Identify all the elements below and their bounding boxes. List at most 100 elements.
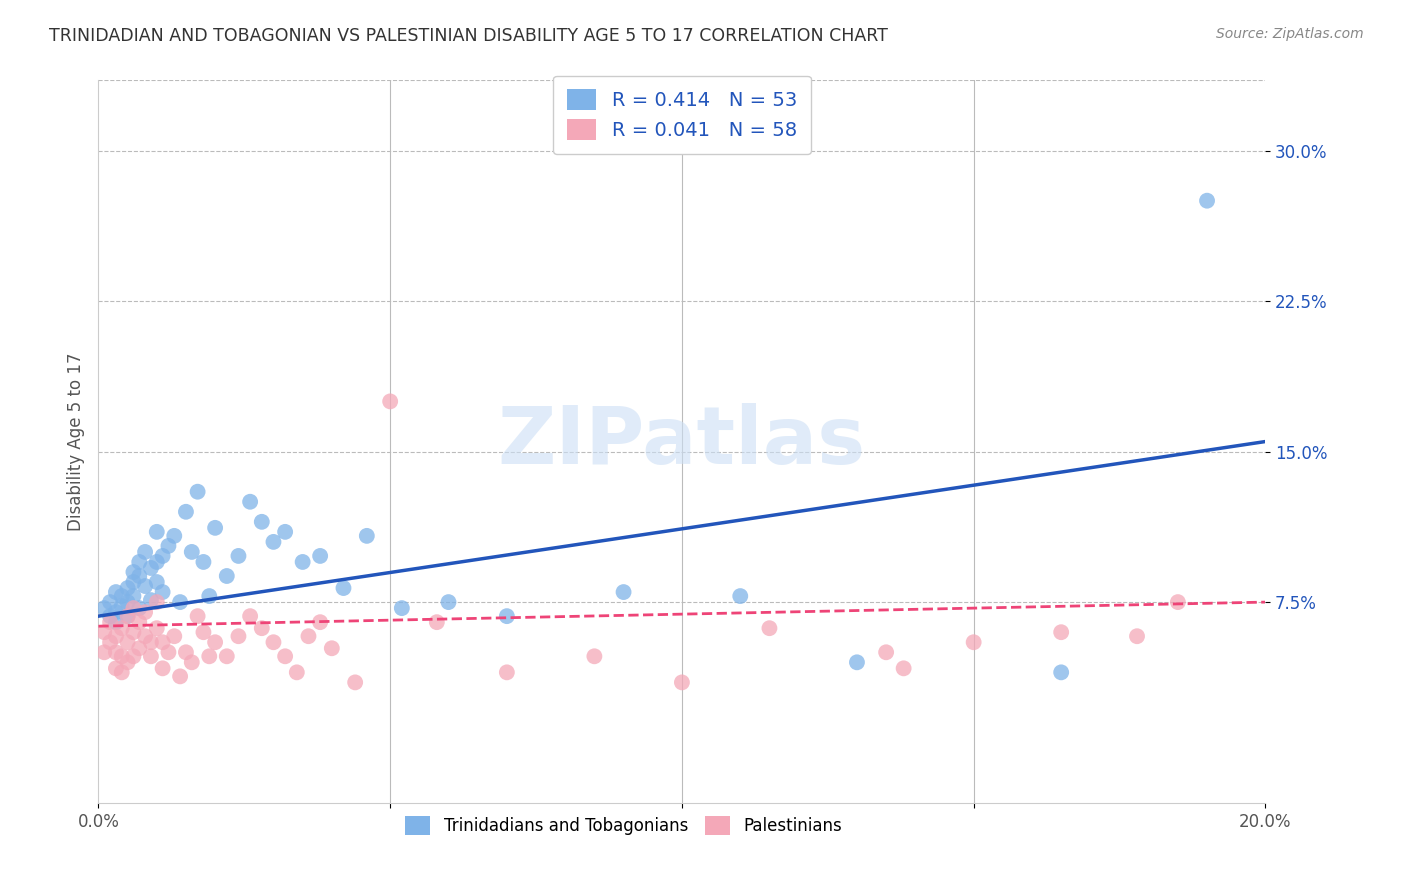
Point [111,599,134,614]
Point [1050,665,1073,680]
Point [152,585,174,599]
Point [104,585,127,599]
Point [193,625,215,640]
Point [122,565,145,579]
Point [174,645,197,659]
Point [174,505,197,519]
Point [111,589,134,603]
Point [846,655,869,669]
Point [122,649,145,664]
Point [309,549,332,563]
Point [98,609,121,624]
Point [111,621,134,635]
Point [496,665,519,680]
Point [204,521,226,535]
Point [122,601,145,615]
Point [250,621,273,635]
Point [1167,595,1189,609]
Point [152,549,174,563]
Point [583,649,606,664]
Point [962,635,984,649]
Point [893,661,915,675]
Point [93,645,115,659]
Point [98,635,121,649]
Point [157,539,180,553]
Point [239,494,262,508]
Point [321,641,343,656]
Point [139,635,162,649]
Point [228,549,250,563]
Point [204,635,226,649]
Text: TRINIDADIAN AND TOBAGONIAN VS PALESTINIAN DISABILITY AGE 5 TO 17 CORRELATION CHA: TRINIDADIAN AND TOBAGONIAN VS PALESTINIA… [49,27,889,45]
Point [215,649,238,664]
Point [117,635,139,649]
Point [117,655,139,669]
Point [730,589,752,603]
Point [134,629,156,643]
Point [146,621,169,635]
Point [111,665,134,680]
Point [128,615,150,630]
Point [239,609,262,624]
Point [146,524,169,539]
Point [496,609,519,624]
Point [139,649,162,664]
Point [128,569,150,583]
Point [187,484,209,499]
Point [262,535,284,549]
Point [274,649,297,664]
Point [344,675,367,690]
Point [134,545,156,559]
Point [875,645,897,659]
Point [117,609,139,624]
Y-axis label: Disability Age 5 to 17: Disability Age 5 to 17 [66,352,84,531]
Point [291,555,314,569]
Point [180,545,202,559]
Point [187,609,209,624]
Text: Source: ZipAtlas.com: Source: ZipAtlas.com [1216,27,1364,41]
Point [198,589,221,603]
Point [309,615,332,630]
Legend: Trinidadians and Tobagonians, Palestinians: Trinidadians and Tobagonians, Palestinia… [395,806,852,845]
Point [215,569,238,583]
Point [157,645,180,659]
Point [139,561,162,575]
Point [426,615,449,630]
Text: ZIPatlas: ZIPatlas [498,402,866,481]
Point [122,589,145,603]
Point [128,641,150,656]
Point [128,601,150,615]
Point [671,675,693,690]
Point [104,615,127,630]
Point [356,529,378,543]
Point [104,661,127,675]
Point [111,649,134,664]
Point [1126,629,1149,643]
Point [117,609,139,624]
Point [122,575,145,590]
Point [122,625,145,640]
Point [274,524,297,539]
Point [169,595,191,609]
Point [128,555,150,569]
Point [93,625,115,640]
Point [198,649,221,664]
Point [250,515,273,529]
Point [139,593,162,607]
Point [146,575,169,590]
Point [285,665,308,680]
Point [93,601,115,615]
Point [152,661,174,675]
Point [297,629,319,643]
Point [98,595,121,609]
Point [134,579,156,593]
Point [134,605,156,619]
Point [146,555,169,569]
Point [104,629,127,643]
Point [437,595,460,609]
Point [758,621,780,635]
Point [117,581,139,595]
Point [98,615,121,630]
Point [612,585,634,599]
Point [332,581,354,595]
